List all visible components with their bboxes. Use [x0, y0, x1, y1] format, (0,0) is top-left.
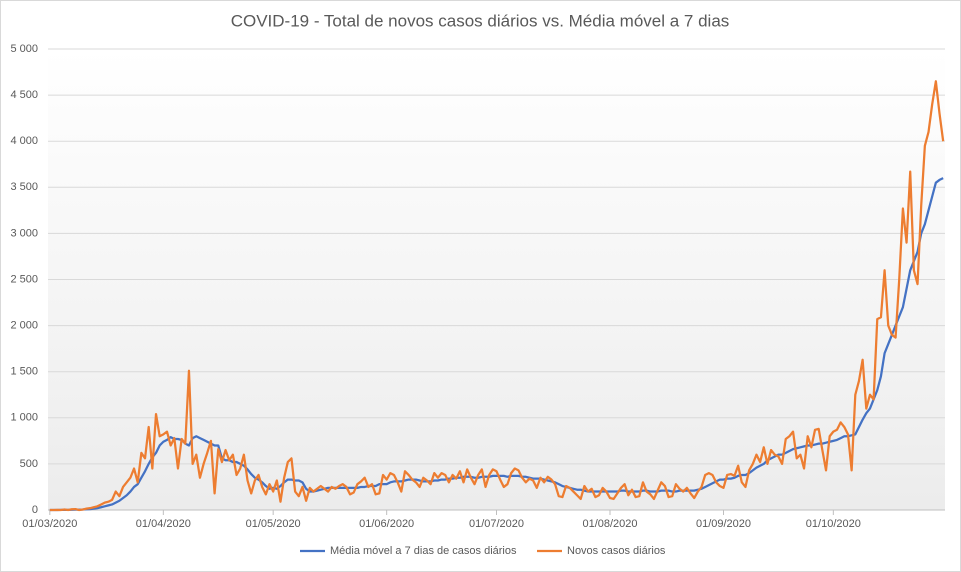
legend-label: Novos casos diários [567, 545, 666, 557]
x-tick-label: 01/08/2020 [582, 518, 637, 530]
x-tick-label: 01/06/2020 [359, 518, 414, 530]
y-tick-label: 1 500 [10, 366, 38, 378]
chart-title: COVID-19 - Total de novos casos diários … [231, 11, 730, 30]
x-tick-label: 01/07/2020 [469, 518, 524, 530]
x-tick-label: 01/09/2020 [696, 518, 751, 530]
y-tick-label: 2 500 [10, 273, 38, 285]
y-tick-label: 5 000 [10, 43, 38, 55]
series-line [49, 80, 945, 512]
x-tick-label: 01/03/2020 [22, 518, 77, 530]
y-tick-label: 3 000 [10, 227, 38, 239]
y-tick-label: 4 000 [10, 135, 38, 147]
y-tick-label: 500 [20, 458, 38, 470]
y-tick-label: 0 [32, 504, 38, 516]
y-tick-label: 1 000 [10, 412, 38, 424]
y-tick-label: 3 500 [10, 181, 38, 193]
x-tick-label: 01/04/2020 [136, 518, 191, 530]
legend-label: Média móvel a 7 dias de casos diários [330, 545, 517, 557]
x-tick-label: 01/05/2020 [246, 518, 301, 530]
y-tick-label: 2 000 [10, 320, 38, 332]
x-tick-label: 01/10/2020 [806, 518, 861, 530]
series-line [49, 177, 944, 512]
y-tick-label: 4 500 [10, 89, 38, 101]
